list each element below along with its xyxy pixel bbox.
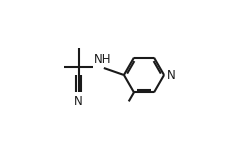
Text: N: N (74, 95, 83, 108)
Text: N: N (166, 69, 175, 81)
Text: NH: NH (93, 53, 110, 66)
